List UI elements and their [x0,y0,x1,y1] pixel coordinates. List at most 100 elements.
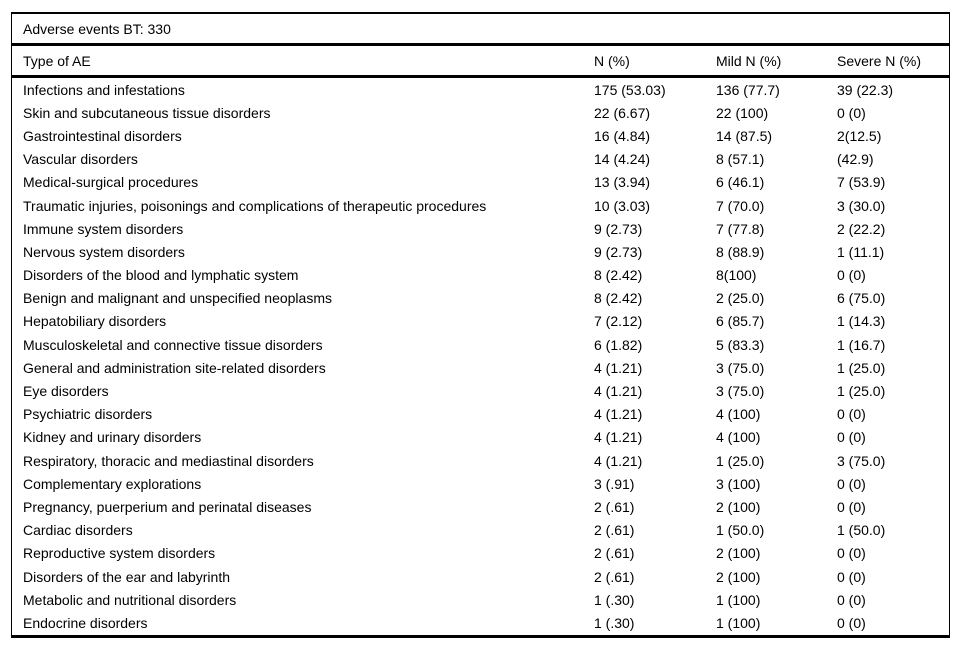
table-row: Gastrointestinal disorders 16 (4.84) 14 … [12,124,949,147]
severe-n-percent-cell: 6 (75.0) [837,290,886,307]
severe-n-percent-cell: 1 (50.0) [837,522,886,539]
n-percent-cell: 2 (.61) [594,498,635,515]
table-row: Benign and malignant and unspecified neo… [12,287,949,310]
ae-type-cell: Cardiac disorders [23,522,133,539]
ae-type-cell: Nervous system disorders [23,243,185,260]
mild-n-percent-cell: 6 (46.1) [716,174,765,191]
ae-type-cell: Psychiatric disorders [23,406,153,423]
table-body: Infections and infestations 175 (53.03) … [12,78,949,635]
severe-n-percent-cell: 1 (14.3) [837,313,886,330]
ae-type-cell: Musculoskeletal and connective tissue di… [23,336,323,353]
table-row: Disorders of the blood and lymphatic sys… [12,264,949,287]
ae-type-cell: Benign and malignant and unspecified neo… [23,290,332,307]
table-row: Reproductive system disorders 2 (.61) 2 … [12,542,949,565]
n-percent-cell: 16 (4.84) [594,127,651,144]
ae-type-cell: Disorders of the blood and lymphatic sys… [23,267,299,284]
n-percent-cell: 9 (2.73) [594,243,643,260]
mild-n-percent-cell: 4 (100) [716,429,761,446]
table-row: Kidney and urinary disorders 4 (1.21) 4 … [12,426,949,449]
n-percent-cell: 4 (1.21) [594,429,643,446]
column-header-mild-n-percent: Mild N (%) [716,52,782,69]
n-percent-cell: 14 (4.24) [594,151,651,168]
n-percent-cell: 4 (1.21) [594,406,643,423]
ae-type-cell: General and administration site-related … [23,359,326,376]
severe-n-percent-cell: 3 (30.0) [837,197,886,214]
mild-n-percent-cell: 6 (85.7) [716,313,765,330]
ae-type-cell: Disorders of the ear and labyrinth [23,568,230,585]
severe-n-percent-cell: 0 (0) [837,498,866,515]
severe-n-percent-cell: 0 (0) [837,429,866,446]
n-percent-cell: 175 (53.03) [594,81,666,98]
n-percent-cell: 4 (1.21) [594,383,643,400]
mild-n-percent-cell: 2 (100) [716,498,761,515]
n-percent-cell: 4 (1.21) [594,452,643,469]
n-percent-cell: 1 (.30) [594,614,635,631]
n-percent-cell: 8 (2.42) [594,267,643,284]
table-row: Skin and subcutaneous tissue disorders 2… [12,101,949,124]
n-percent-cell: 9 (2.73) [594,220,643,237]
n-percent-cell: 2 (.61) [594,545,635,562]
table-row: Infections and infestations 175 (53.03) … [12,78,949,101]
mild-n-percent-cell: 8 (57.1) [716,151,765,168]
table-row: Complementary explorations 3 (.91) 3 (10… [12,472,949,495]
mild-n-percent-cell: 7 (77.8) [716,220,765,237]
n-percent-cell: 22 (6.67) [594,104,651,121]
severe-n-percent-cell: (42.9) [837,151,874,168]
table-row: Cardiac disorders 2 (.61) 1 (50.0) 1 (50… [12,519,949,542]
table-row: Nervous system disorders 9 (2.73) 8 (88.… [12,240,949,263]
ae-type-cell: Pregnancy, puerperium and perinatal dise… [23,498,312,515]
table-row: Vascular disorders 14 (4.24) 8 (57.1) (4… [12,148,949,171]
mild-n-percent-cell: 4 (100) [716,406,761,423]
table-row: Endocrine disorders 1 (.30) 1 (100) 0 (0… [12,611,949,634]
table-row: Immune system disorders 9 (2.73) 7 (77.8… [12,217,949,240]
ae-type-cell: Reproductive system disorders [23,545,216,562]
mild-n-percent-cell: 1 (50.0) [716,522,765,539]
ae-type-cell: Respiratory, thoracic and mediastinal di… [23,452,314,469]
column-header-severe-n-percent: Severe N (%) [837,52,922,69]
n-percent-cell: 1 (.30) [594,591,635,608]
mild-n-percent-cell: 3 (75.0) [716,383,765,400]
severe-n-percent-cell: 0 (0) [837,475,866,492]
mild-n-percent-cell: 1 (25.0) [716,452,765,469]
ae-type-cell: Kidney and urinary disorders [23,429,202,446]
mild-n-percent-cell: 8(100) [716,267,757,284]
table-title-row: Adverse events BT: 330 [12,14,949,46]
ae-type-cell: Hepatobiliary disorders [23,313,167,330]
ae-type-cell: Endocrine disorders [23,614,148,631]
adverse-events-table: Adverse events BT: 330 Type of AE N (%) … [11,12,950,638]
table-row: Psychiatric disorders 4 (1.21) 4 (100) 0… [12,403,949,426]
mild-n-percent-cell: 22 (100) [716,104,769,121]
mild-n-percent-cell: 14 (87.5) [716,127,773,144]
table-row: Respiratory, thoracic and mediastinal di… [12,449,949,472]
table-row: Pregnancy, puerperium and perinatal dise… [12,495,949,518]
severe-n-percent-cell: 1 (25.0) [837,383,886,400]
severe-n-percent-cell: 2(12.5) [837,127,882,144]
table-row: Traumatic injuries, poisonings and compl… [12,194,949,217]
mild-n-percent-cell: 7 (70.0) [716,197,765,214]
ae-type-cell: Complementary explorations [23,475,202,492]
mild-n-percent-cell: 5 (83.3) [716,336,765,353]
ae-type-cell: Gastrointestinal disorders [23,127,182,144]
ae-type-cell: Medical-surgical procedures [23,174,199,191]
severe-n-percent-cell: 0 (0) [837,545,866,562]
n-percent-cell: 8 (2.42) [594,290,643,307]
mild-n-percent-cell: 2 (100) [716,545,761,562]
mild-n-percent-cell: 3 (75.0) [716,359,765,376]
mild-n-percent-cell: 2 (25.0) [716,290,765,307]
table-row: Musculoskeletal and connective tissue di… [12,333,949,356]
mild-n-percent-cell: 136 (77.7) [716,81,780,98]
table-row: Disorders of the ear and labyrinth 2 (.6… [12,565,949,588]
table-title: Adverse events BT: 330 [23,20,171,37]
ae-type-cell: Vascular disorders [23,151,138,168]
n-percent-cell: 6 (1.82) [594,336,643,353]
n-percent-cell: 13 (3.94) [594,174,651,191]
table-row: Metabolic and nutritional disorders 1 (.… [12,588,949,611]
severe-n-percent-cell: 1 (16.7) [837,336,886,353]
severe-n-percent-cell: 2 (22.2) [837,220,886,237]
severe-n-percent-cell: 39 (22.3) [837,81,894,98]
ae-type-cell: Eye disorders [23,383,109,400]
table-row: Medical-surgical procedures 13 (3.94) 6 … [12,171,949,194]
mild-n-percent-cell: 2 (100) [716,568,761,585]
table-row: General and administration site-related … [12,356,949,379]
severe-n-percent-cell: 0 (0) [837,568,866,585]
